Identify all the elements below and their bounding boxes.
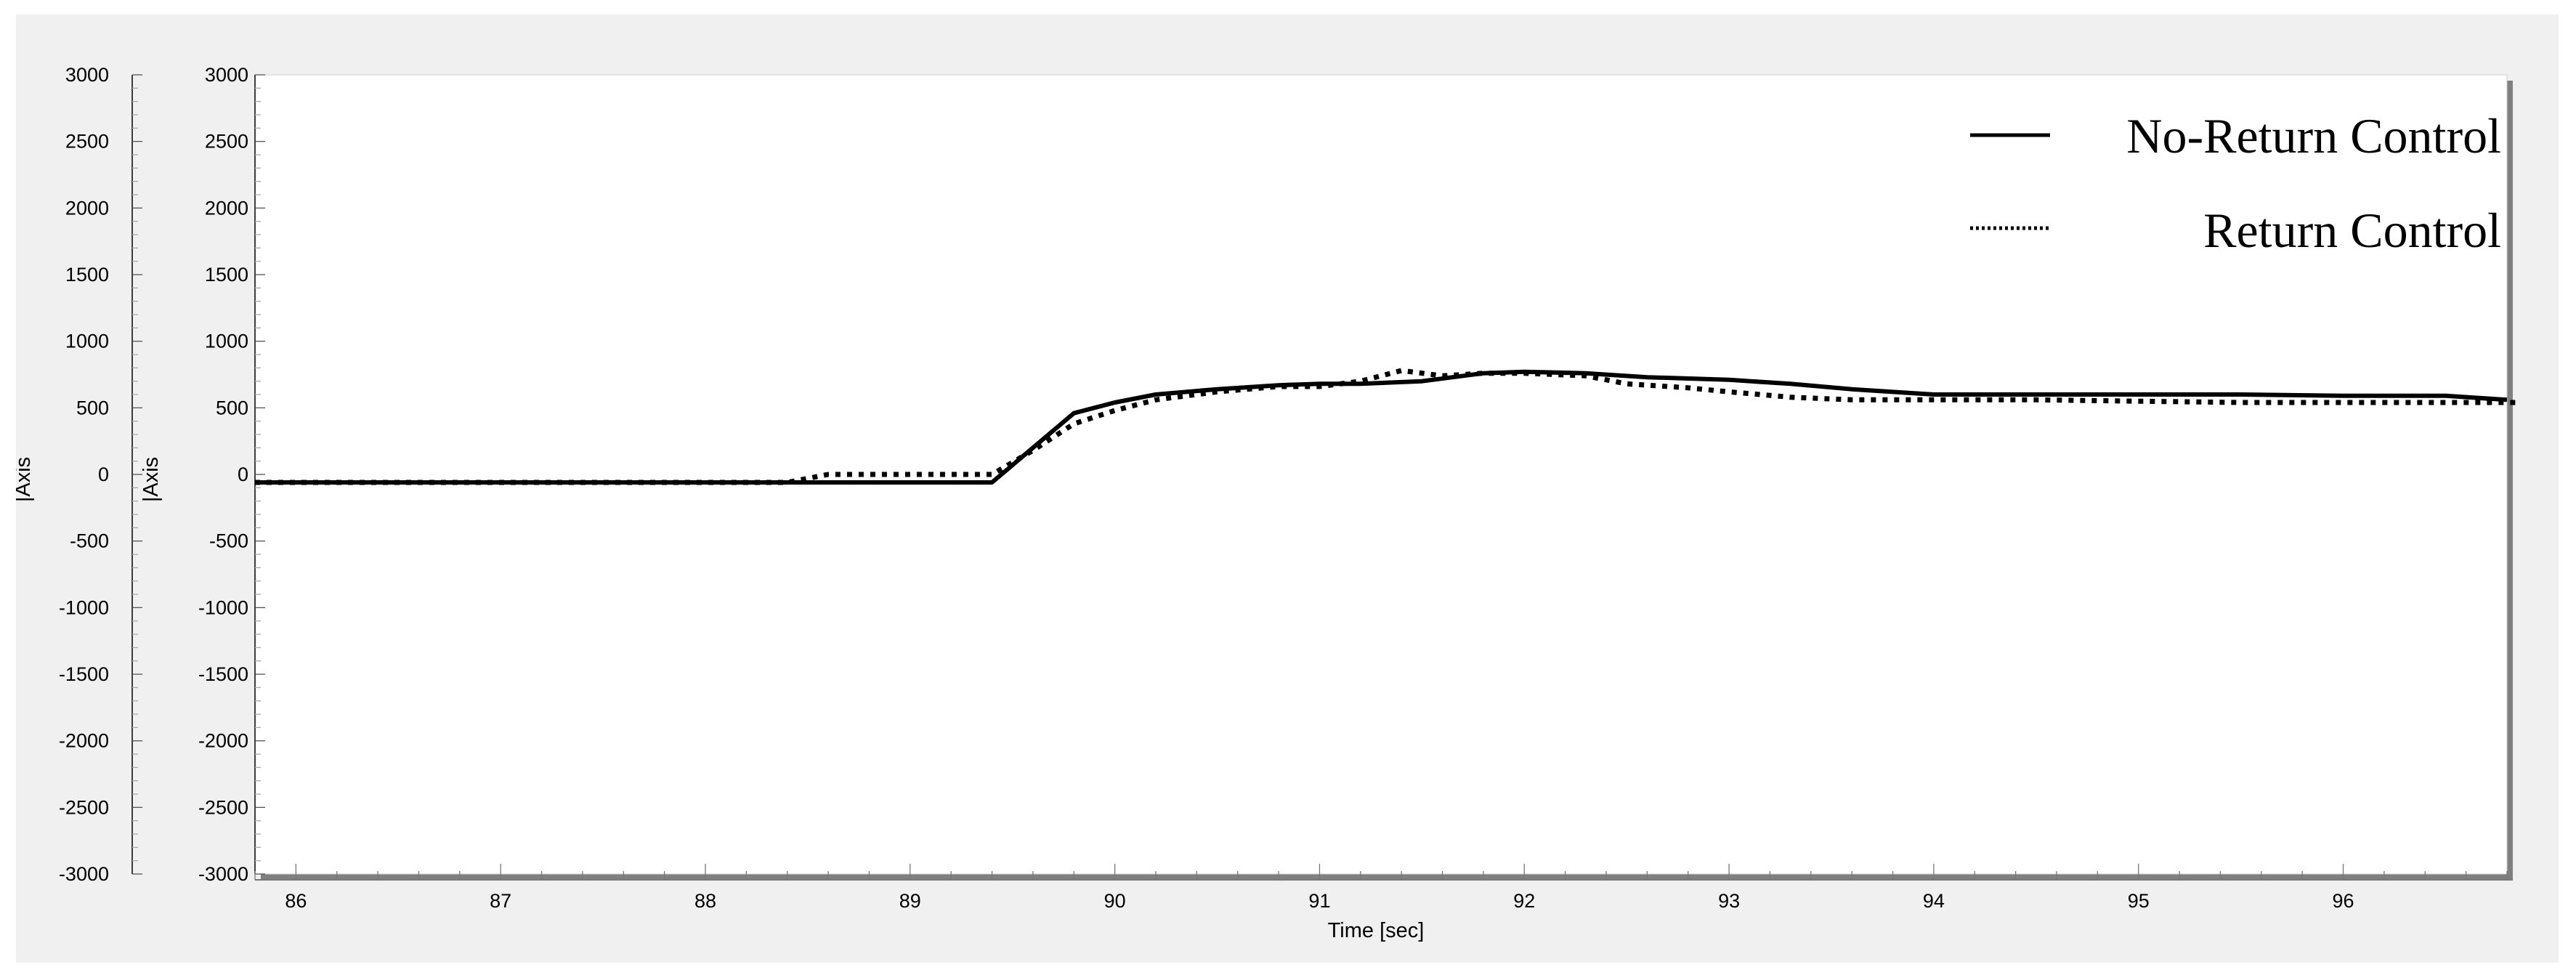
y-axis-outer-tick-label: -3000	[59, 863, 109, 885]
y-axis-outer-tick-label: 2500	[65, 131, 109, 153]
legend: No-Return Control Return Control	[1970, 108, 2501, 258]
y-axis-inner-tick-label: 0	[238, 464, 248, 485]
series-layer	[255, 368, 2518, 485]
y-axis-inner-tick-label: 1000	[205, 331, 248, 352]
legend-label-no-return: No-Return Control	[2126, 108, 2501, 163]
y-axis-inner-tick-label: 2500	[205, 131, 248, 153]
y-axis-outer-tick-label: -2500	[59, 796, 109, 818]
chart-frame: 3000 2500 2000 1500 1000 500 0 -500 -1000 -1500 -2…	[16, 15, 2559, 963]
y-axis-outer-tick-label: 1500	[65, 264, 109, 286]
x-axis-tick-label: 96	[2333, 890, 2354, 912]
x-axis-tick-label: 92	[1513, 890, 1535, 912]
y-axis-outer-title: |Axis	[16, 457, 35, 502]
line-chart: 3000 2500 2000 1500 1000 500 0 -500 -1000 -1500 -2…	[16, 64, 2518, 942]
y-axis-outer-tick-label: 1000	[65, 331, 109, 352]
series-line-no-return-control	[255, 369, 2508, 485]
y-axis-inner: 3000 2500 2000 1500 1000 500 0 -500 -1000 -1500 -2…	[198, 64, 265, 885]
plot-area	[254, 74, 2508, 875]
y-axis-outer-tick-label: 2000	[65, 197, 109, 219]
x-axis-tick-label: 94	[1923, 890, 1945, 912]
y-axis-outer-tick-label: 0	[98, 464, 109, 485]
y-axis-inner-tick-label: 500	[216, 397, 248, 418]
y-axis-inner-tick-label: -1000	[198, 596, 248, 618]
y-axis-inner-tick-label: 3000	[205, 64, 248, 86]
y-axis-outer-tick-label: -500	[70, 530, 109, 552]
x-axis-title: Time [sec]	[1328, 919, 1425, 942]
y-axis-outer-tick-label: -1000	[59, 596, 109, 618]
x-axis-tick-label: 88	[694, 890, 716, 912]
x-axis-tick-label: 87	[490, 890, 511, 912]
y-axis-inner-tick-label: 1500	[205, 264, 248, 286]
y-axis-outer-tick-label: -1500	[59, 663, 109, 685]
x-axis-tick-label: 93	[1718, 890, 1740, 912]
legend-label-return: Return Control	[2203, 203, 2501, 258]
y-axis-inner-tick-label: -3000	[198, 863, 248, 885]
y-axis-inner-tick-label: -2000	[198, 730, 248, 752]
x-axis-tick-label: 86	[285, 890, 307, 912]
y-axis-inner-title: |Axis	[139, 457, 163, 502]
y-axis-inner-tick-label: -500	[209, 530, 248, 552]
x-axis: 86 87 88 89 90 91 92 93 94 95 96	[254, 864, 2513, 912]
y-axis-outer-tick-label: 500	[76, 397, 109, 418]
x-axis-tick-label: 90	[1104, 890, 1126, 912]
y-axis-outer-tick-label: 3000	[65, 64, 109, 86]
x-axis-tick-label: 89	[899, 890, 921, 912]
x-axis-tick-label: 91	[1308, 890, 1330, 912]
series-line-return-control	[255, 368, 2518, 485]
y-axis-inner-tick-label: 2000	[205, 197, 248, 219]
y-axis-outer: 3000 2500 2000 1500 1000 500 0 -500 -1000 -1500 -2…	[59, 64, 142, 885]
y-axis-inner-tick-label: -1500	[198, 663, 248, 685]
y-axis-outer-tick-label: -2000	[59, 730, 109, 752]
y-axis-inner-tick-label: -2500	[198, 796, 248, 818]
x-axis-tick-label: 95	[2128, 890, 2150, 912]
